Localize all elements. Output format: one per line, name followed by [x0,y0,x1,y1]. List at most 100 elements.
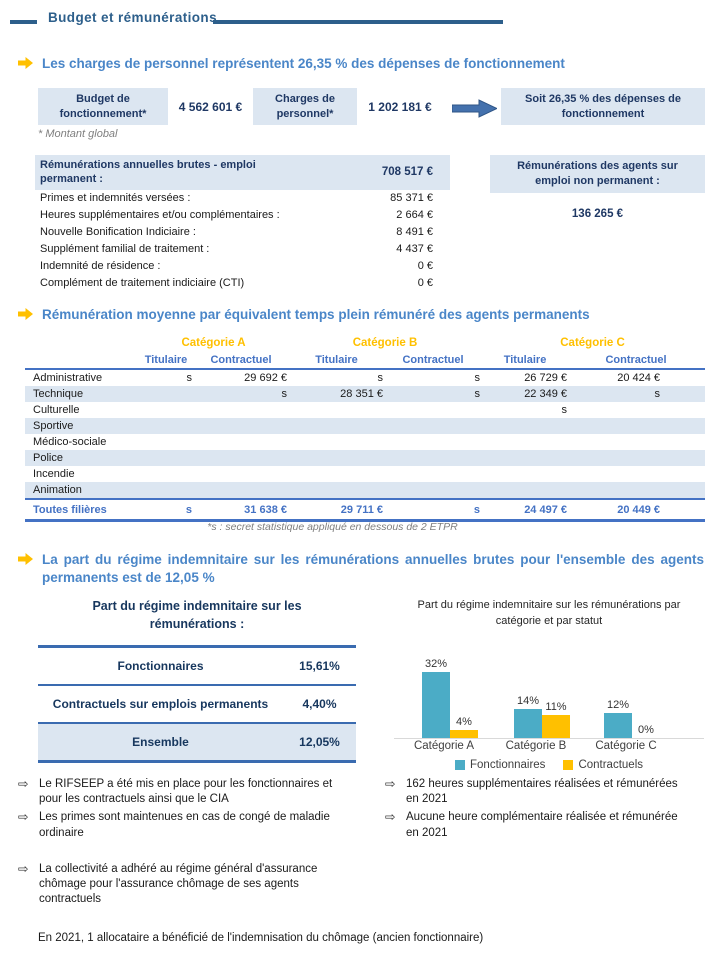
bar-fonctionnaires [422,671,450,738]
perm-row: Heures supplémentaires et/ou complémenta… [35,207,450,224]
part-table-title: Part du régime indemnitaire sur les rému… [92,599,302,631]
yellow-arrow-icon [18,551,34,587]
table-row: Animation [25,482,706,499]
bar-contractuels [542,715,570,738]
bar-value-label: 4% [456,715,472,728]
subheader-titulaire: Titulaire [483,351,571,370]
note-arrow-icon: ⇨ [18,810,29,825]
nonperm-label-box: Rémunérations des agents sur emploi non … [490,155,705,193]
yellow-arrow-icon [18,55,34,74]
legend-item-fonctionnaires: Fonctionnaires [455,759,545,771]
perm-row-value: 4 437 € [396,242,433,255]
perm-row-value: 0 € [417,276,433,289]
subheader-contractuel: Contractuel [195,351,290,370]
permanent-remunerations-block: Rémunérations annuelles brutes - emploi … [35,155,450,292]
statistical-secret-footnote: *s : secret statistique appliqué en dess… [207,521,458,533]
bar-value-label: 14% [516,695,540,708]
result-box: Soit 26,35 % des dépenses de fonctionnem… [501,88,705,125]
non-permanent-block: Rémunérations des agents sur emploi non … [490,155,705,220]
budget-box: Budget de fonctionnement* [38,88,168,125]
legend-label: Fonctionnaires [470,759,546,771]
perm-row-label: Primes et indemnités versées : [40,191,191,204]
charges-label: Charges de personnel* [275,93,335,120]
chart-plot-area: 32% 4% 14% 11% 1 [394,642,704,739]
part-row-label: Contractuels sur emplois permanents [38,684,283,723]
regime-indemnitaire-table: Fonctionnaires 15,61% Contractuels sur e… [38,645,356,763]
total-row: Toutes filières s 31 638 € 29 711 € s 24 4… [25,498,706,522]
perm-row: Primes et indemnités versées : 85 371 € [35,190,450,207]
bar-group-categorie-b: 14% 11% [514,695,570,738]
subheader-contractuel: Contractuel [570,351,706,370]
note-item: ⇨ Le RIFSEEP a été mis en place pour les… [18,777,363,807]
note-item: ⇨ 162 heures supplémentaires réalisées e… [385,777,707,807]
permanent-remunerations-header: Rémunérations annuelles brutes - emploi … [35,155,450,190]
note-text: Aucune heure complémentaire réalisée et … [406,811,678,839]
section2-heading-text: Rémunération moyenne par équivalent temp… [42,307,590,322]
section2-heading: Rémunération moyenne par équivalent temp… [18,306,590,325]
table-row: Ensemble 12,05% [38,722,356,762]
table-row: Technique s 28 351 € s 22 349 € s [25,386,706,402]
table-row: Incendie [25,466,705,482]
perm-row-label: Supplément familial de traitement : [40,242,210,255]
notes-left-column: ⇨ Le RIFSEEP a été mis en place pour les… [18,777,363,910]
note-arrow-icon: ⇨ [385,777,396,791]
regime-indemnitaire-block: Part du régime indemnitaire sur les rému… [38,598,356,763]
result-label: Soit 26,35 % des dépenses de fonctionnem… [525,93,681,120]
legend-label: Contractuels [578,759,643,771]
bar-fonctionnaires [604,713,632,738]
filiere-label: Culturelle [33,404,80,416]
perm-row-value: 8 491 € [396,225,433,238]
part-row-value: 12,05% [283,722,356,762]
global-amount-note: * Montant global [38,128,118,140]
nonperm-label: Rémunérations des agents sur emploi non … [517,160,678,187]
perm-row-value: 2 664 € [396,208,433,221]
section3-heading: La part du régime indemnitaire sur les r… [18,551,704,587]
bar-value-label: 11% [545,701,567,714]
total-label: Toutes filières [25,498,140,522]
bar-group-categorie-a: 32% 4% [422,658,478,738]
budget-label: Budget de fonctionnement* [59,93,147,120]
legend-swatch-teal [455,760,465,770]
note-text: Les primes sont maintenues en cas de con… [39,811,330,839]
note-item: ⇨ Aucune heure complémentaire réalisée e… [385,810,707,840]
note-item: ⇨ Les primes sont maintenues en cas de c… [18,810,363,840]
page-title: Budget et rémunérations [48,10,217,25]
legend-item-contractuels: Contractuels [563,759,643,771]
notes-right-column: ⇨ 162 heures supplémentaires réalisées e… [385,777,707,844]
perm-row-label: Indemnité de résidence : [40,259,161,272]
closing-note: En 2021, 1 allocataire a bénéficié de l'… [38,932,484,944]
table-row: Sportive [25,418,706,434]
section3-heading-text: La part du régime indemnitaire sur les r… [42,552,704,586]
perm-row-value: 85 371 € [390,191,433,204]
bar-fonctionnaires [514,709,542,738]
table-row: Culturelle s [25,402,705,418]
note-text: La collectivité a adhéré au régime génér… [39,862,318,906]
perm-row-label: Complément de traitement indiciaire (CTI… [40,276,245,289]
x-axis-label: Catégorie C [595,740,657,752]
part-row-label: Ensemble [38,722,283,762]
blue-arrow-icon [451,99,499,123]
filiere-label: Police [33,452,63,464]
section1-heading-text: Les charges de personnel représentent 26… [42,56,565,71]
budget-value: 4 562 601 € [178,99,243,114]
chart-legend: Fonctionnaires Contractuels [388,759,710,771]
charges-box: Charges de personnel* [253,88,357,125]
subheader-titulaire: Titulaire [140,351,195,370]
filiere-label: Administrative [33,372,103,384]
filiere-label: Médico-sociale [33,436,107,448]
note-arrow-icon: ⇨ [385,810,396,825]
note-arrow-icon: ⇨ [18,777,29,791]
perm-row: Indemnité de résidence : 0 € [35,258,450,275]
note-arrow-icon: ⇨ [18,861,29,876]
table-row: Police [25,450,706,466]
subheader-row: Titulaire Contractuel Titulaire Contract… [25,351,706,370]
table-row: Médico-sociale [25,434,705,450]
perm-row: Supplément familial de traitement : 4 43… [35,241,450,258]
part-row-label: Fonctionnaires [117,659,204,673]
bar-group-categorie-c: 12% 0% [604,699,660,738]
perm-header-value: 708 517 € [381,166,433,179]
bar-value-label: 0% [638,723,654,736]
note-text: Le RIFSEEP a été mis en place pour les f… [39,778,333,806]
etp-remuneration-table: Catégorie A Catégorie B Catégorie C Titu… [25,334,706,522]
part-row-value: 15,61% [299,659,340,673]
